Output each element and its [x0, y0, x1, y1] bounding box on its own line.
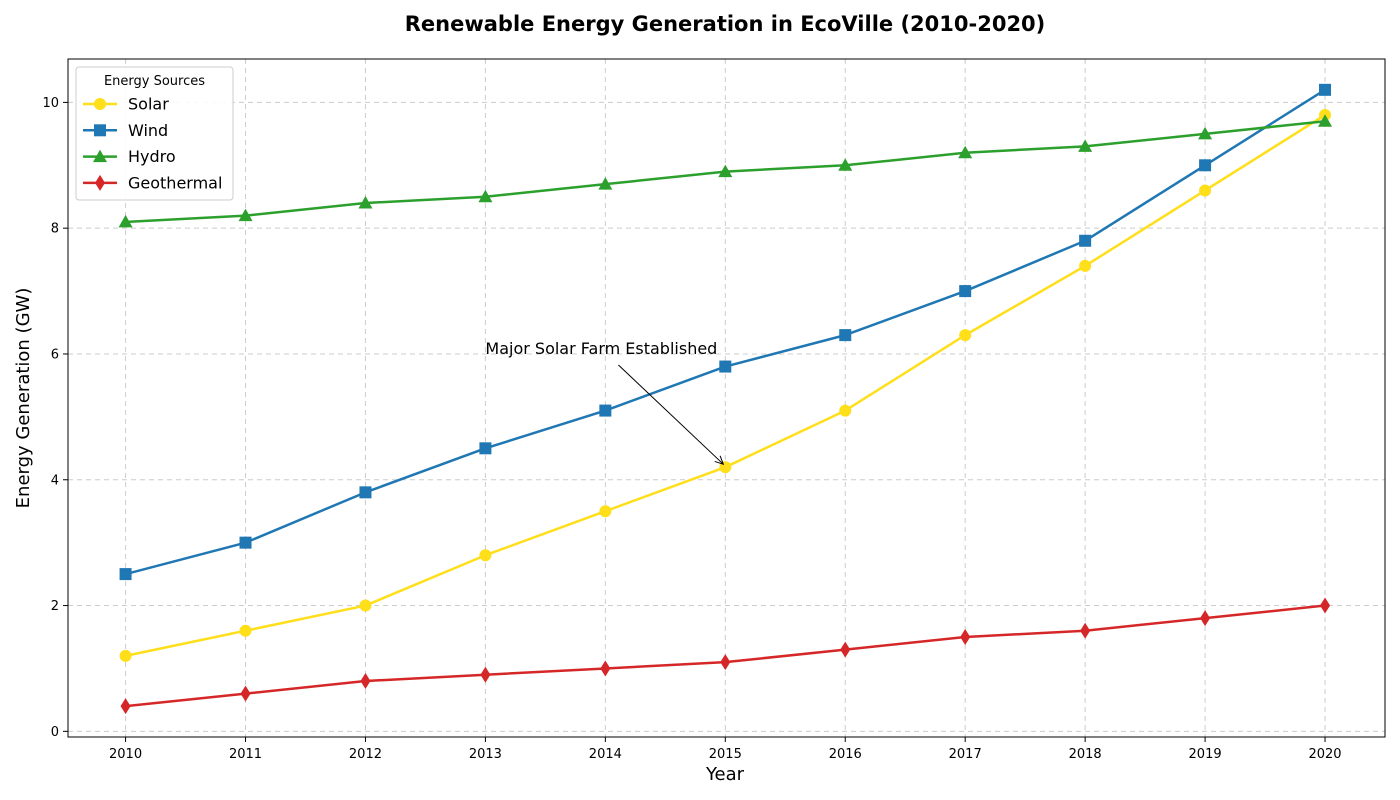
hydro-point [478, 189, 493, 203]
x-tick-label: 2013 [469, 747, 502, 762]
geothermal-point [600, 660, 611, 677]
wind-point [1199, 159, 1212, 172]
legend-swatch-marker [94, 124, 106, 137]
series-group [118, 83, 1333, 715]
x-tick-label: 2018 [1069, 747, 1102, 762]
hydro-point [1198, 126, 1213, 140]
solar-point [479, 549, 492, 562]
geothermal-point [360, 673, 371, 690]
solar-point [119, 649, 132, 662]
geothermal-point [480, 666, 491, 683]
geothermal-point [840, 641, 851, 658]
wind-point [359, 486, 372, 499]
annotation-text: Major Solar Farm Established [485, 339, 717, 358]
legend-swatch-marker [94, 98, 106, 110]
y-tick-label: 0 [51, 725, 59, 740]
legend-label: Wind [128, 121, 168, 140]
x-tick-label: 2010 [109, 747, 142, 762]
series-wind [119, 83, 1332, 581]
axes: 2010 2011 2012 2013 2014 2015 2016 2017 2018 2019… [42, 58, 1386, 762]
legend-entry-geothermal: Geothermal [83, 173, 222, 192]
series-solar [119, 108, 1332, 662]
annotation-group: Major Solar Farm Established [485, 339, 725, 465]
x-tick-label: 2016 [829, 747, 862, 762]
y-tick-label: 6 [51, 347, 59, 362]
solar-point [1079, 259, 1092, 272]
x-tick-label: 2020 [1308, 747, 1341, 762]
geothermal-point [720, 654, 731, 671]
x-tick-label: 2015 [709, 747, 742, 762]
hydro-point [838, 158, 853, 171]
hydro-point [1078, 139, 1093, 152]
geothermal-point [960, 628, 971, 645]
y-tick-label: 10 [42, 96, 59, 111]
wind-point [959, 285, 972, 298]
y-tick-label: 4 [51, 473, 59, 488]
chart-title: Renewable Energy Generation in EcoVille … [405, 12, 1046, 36]
wind-point [839, 329, 852, 342]
legend-entry-solar: Solar [83, 95, 169, 114]
legend-entry-wind: Wind [83, 121, 168, 140]
geothermal-point [1080, 622, 1091, 639]
x-tick-label: 2012 [349, 747, 382, 762]
wind-point [1079, 234, 1092, 247]
solar-point [959, 329, 972, 342]
wind-point [599, 404, 612, 417]
x-tick-label: 2014 [589, 747, 622, 762]
geothermal-point [1320, 597, 1331, 614]
hydro-point [958, 145, 973, 159]
solar-point [599, 505, 612, 518]
hydro-point [718, 164, 733, 178]
legend-label: Geothermal [128, 173, 222, 192]
geothermal-point [1200, 610, 1211, 627]
annotation-arrow [618, 364, 724, 465]
y-tick-label: 8 [51, 222, 59, 237]
wind-point [479, 442, 492, 455]
legend-entry-hydro: Hydro [83, 147, 176, 166]
series-hydro [118, 114, 1333, 228]
x-tick-label: 2011 [229, 747, 262, 762]
geothermal-point [120, 698, 131, 715]
legend-swatch-marker [95, 174, 105, 191]
x-tick-label: 2017 [949, 747, 982, 762]
wind-point [239, 536, 252, 549]
geothermal-point [240, 685, 251, 702]
solar-point [359, 599, 372, 612]
legend-box [75, 66, 234, 201]
legend-title: Energy Sources [104, 74, 205, 89]
series-geothermal [120, 597, 1331, 715]
legend-label: Hydro [128, 147, 176, 166]
plot-frame [67, 58, 1386, 738]
y-axis-label: Energy Generation (GW) [13, 288, 34, 509]
legend: Energy Sources Solar Wind Hydro Geothermal [75, 66, 234, 201]
hydro-point [598, 177, 613, 190]
wind-point [119, 568, 132, 581]
hydro-point [118, 214, 133, 228]
grid [68, 59, 1385, 737]
solar-point [239, 624, 252, 637]
hydro-point [238, 208, 253, 222]
legend-label: Solar [128, 95, 169, 114]
wind-point [719, 360, 732, 373]
annotation-arrowhead [714, 455, 725, 465]
x-tick-label: 2019 [1189, 747, 1222, 762]
x-axis-label: Year [705, 764, 745, 785]
wind-point [1319, 83, 1332, 96]
solar-point [1199, 184, 1212, 197]
hydro-point [1318, 114, 1333, 127]
y-tick-label: 2 [51, 599, 59, 614]
solar-point [839, 404, 852, 417]
legend-swatch-marker [93, 149, 107, 163]
hydro-point [358, 196, 373, 209]
